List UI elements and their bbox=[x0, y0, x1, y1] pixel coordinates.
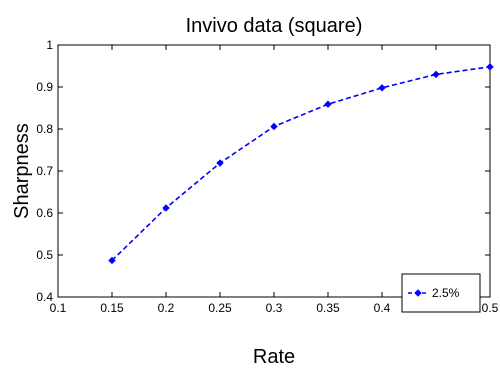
x-tick-label: 0.25 bbox=[208, 301, 232, 315]
x-tick-label: 0.35 bbox=[316, 301, 340, 315]
y-tick-label: 0.7 bbox=[36, 164, 53, 178]
data-point bbox=[108, 256, 116, 265]
chart-title: Invivo data (square) bbox=[186, 15, 363, 37]
data-point bbox=[486, 63, 494, 71]
y-tick-label: 0.4 bbox=[36, 290, 53, 304]
legend-label-2.5%: 2.5% bbox=[432, 286, 460, 300]
legend: 2.5% bbox=[401, 273, 481, 313]
x-axis-label: Rate bbox=[253, 346, 295, 368]
y-axis: 0.4 0.5 0.6 0.7 0.8 0.9 1 bbox=[36, 38, 490, 304]
y-tick-label: 0.9 bbox=[36, 80, 53, 94]
series-layer bbox=[108, 63, 494, 265]
x-tick-label: 0.1 bbox=[50, 301, 67, 315]
y-axis-label: Sharpness bbox=[11, 123, 33, 219]
data-point bbox=[432, 70, 440, 79]
data-point bbox=[270, 122, 278, 131]
y-tick-label: 0.8 bbox=[36, 122, 53, 136]
x-tick-label: 0.2 bbox=[158, 301, 175, 315]
legend-marker-2.5% bbox=[414, 289, 422, 297]
x-tick-label: 0.15 bbox=[100, 301, 124, 315]
data-point bbox=[378, 84, 386, 92]
x-tick-label: 0.5 bbox=[482, 301, 499, 315]
data-point bbox=[162, 204, 170, 212]
data-point bbox=[216, 159, 224, 167]
y-tick-label: 1 bbox=[46, 38, 53, 52]
data-point bbox=[324, 100, 332, 108]
series-line-2.5% bbox=[111, 66, 491, 262]
y-tick-label: 0.5 bbox=[36, 248, 53, 262]
x-tick-label: 0.4 bbox=[374, 301, 391, 315]
x-tick-label: 0.3 bbox=[266, 301, 283, 315]
y-tick-label: 0.6 bbox=[36, 206, 53, 220]
plot-area bbox=[57, 44, 491, 298]
